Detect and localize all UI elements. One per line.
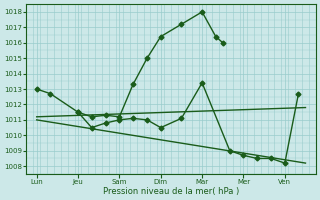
X-axis label: Pression niveau de la mer( hPa ): Pression niveau de la mer( hPa ) xyxy=(103,187,239,196)
